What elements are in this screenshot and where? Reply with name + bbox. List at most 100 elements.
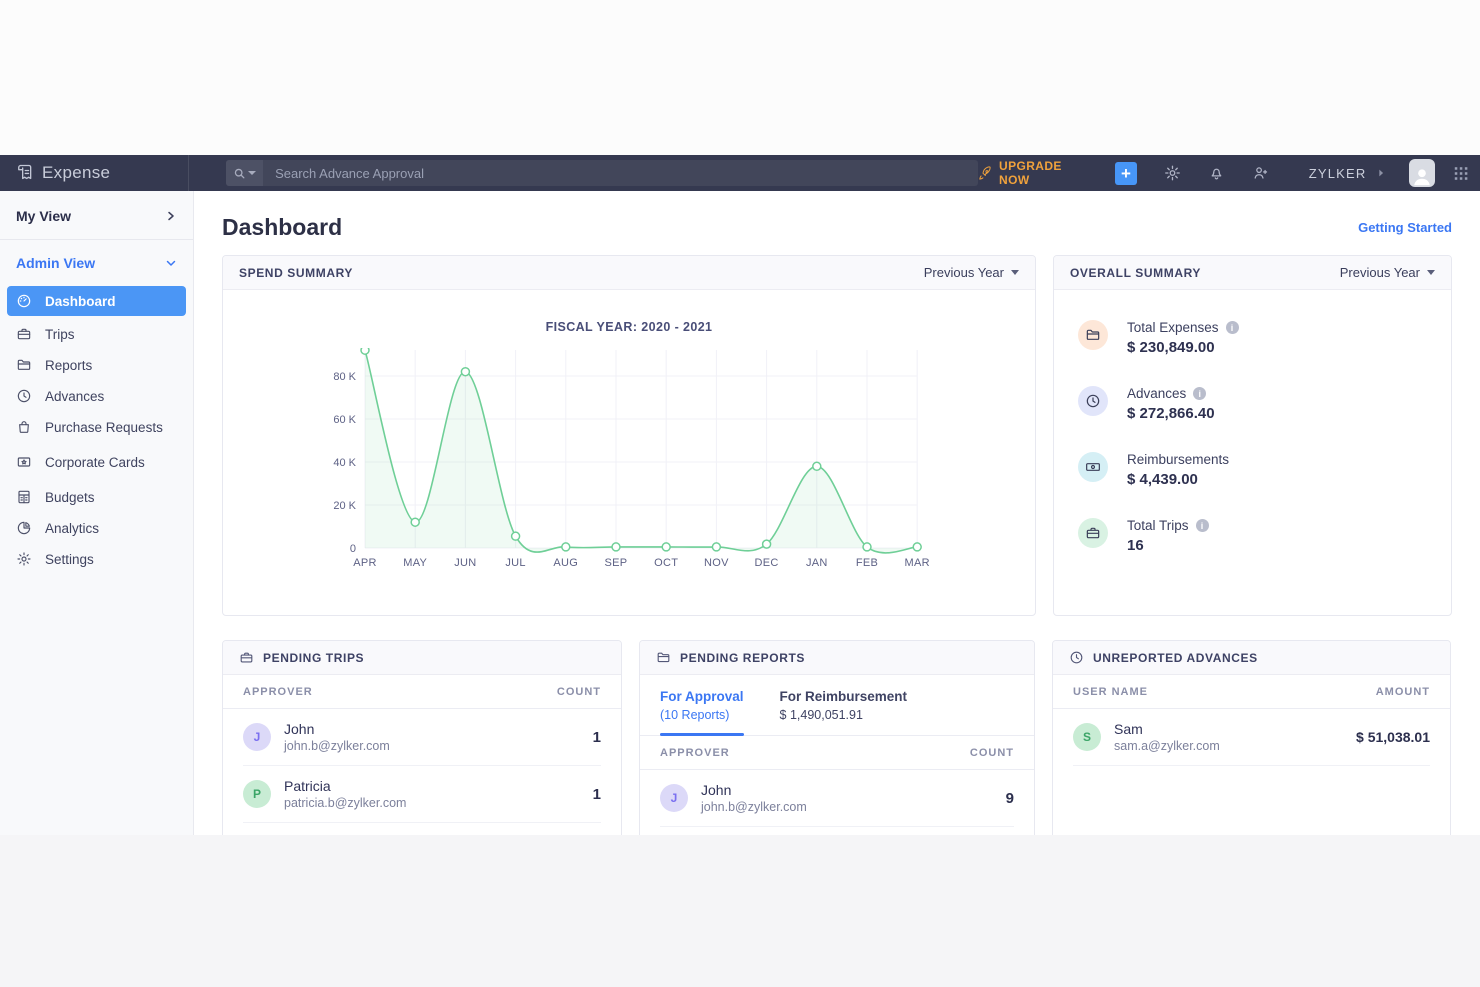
svg-text:JUN: JUN <box>454 557 476 569</box>
metric-label: Reimbursements <box>1127 452 1230 467</box>
chart-title: FISCAL YEAR: 2020 - 2021 <box>545 320 713 334</box>
table-row[interactable]: P Patricia patricia.b@zylker.com 1 <box>243 766 601 823</box>
caret-down-icon <box>1011 270 1019 275</box>
chevron-right-icon <box>168 211 174 221</box>
overall-period-dropdown[interactable]: Previous Year <box>1340 265 1435 280</box>
quick-add-button[interactable]: + <box>1115 161 1137 185</box>
sidebar-item-corporate-cards[interactable]: Corporate Cards <box>0 447 193 477</box>
advance-amount: $ 51,038.01 <box>1356 729 1430 745</box>
banknote-icon <box>1086 463 1100 471</box>
sidebar-item-dashboard[interactable]: Dashboard <box>7 286 186 316</box>
budgets-icon <box>18 490 30 504</box>
pending-reports-columns: APPROVER COUNT <box>640 736 1034 770</box>
user-email: sam.a@zylker.com <box>1114 739 1220 753</box>
svg-text:JUL: JUL <box>505 557 525 569</box>
tab-label: For Approval <box>660 689 744 704</box>
svg-text:SEP: SEP <box>605 557 628 569</box>
avatar: S <box>1073 723 1101 751</box>
org-switcher[interactable]: ZYLKER <box>1309 166 1386 181</box>
column-amount: AMOUNT <box>1375 685 1430 698</box>
sidebar-item-settings[interactable]: Settings <box>0 544 193 574</box>
brand-name: Expense <box>42 163 111 182</box>
sidebar-item-trips[interactable]: Trips <box>0 319 193 349</box>
metric-value: $ 230,849.00 <box>1127 339 1215 356</box>
clock-icon <box>1070 651 1083 664</box>
chevron-down-icon <box>166 260 176 266</box>
table-row[interactable]: J John john.b@zylker.com 1 <box>243 709 601 766</box>
upgrade-now-button[interactable]: UPGRADE NOW <box>978 159 1090 187</box>
global-search <box>226 160 978 186</box>
tab-for-reimbursement[interactable]: For Reimbursement $ 1,490,051.91 <box>780 689 908 735</box>
metric-total-expenses: Total Expenses i $ 230,849.00 <box>1054 320 1451 356</box>
overall-summary-title: OVERALL SUMMARY <box>1070 265 1202 280</box>
brand-logo[interactable]: Expense <box>0 155 190 191</box>
metric-reimbursements: Reimbursements $ 4,439.00 <box>1054 452 1451 488</box>
metric-label: Total Trips <box>1127 518 1189 533</box>
svg-text:MAR: MAR <box>905 557 930 569</box>
briefcase-icon <box>240 652 253 663</box>
spend-summary-header: SPEND SUMMARY Previous Year <box>223 256 1035 290</box>
sidebar-item-reports[interactable]: Reports <box>0 350 193 380</box>
pending-reports-header: PENDING REPORTS <box>640 641 1034 675</box>
spend-period-dropdown[interactable]: Previous Year <box>924 265 1019 280</box>
metric-value: $ 4,439.00 <box>1127 471 1198 488</box>
search-icon <box>234 168 245 178</box>
folder-icon <box>1086 329 1100 340</box>
svg-text:APR: APR <box>353 557 377 569</box>
sidebar-section-admin-view[interactable]: Admin View <box>0 240 193 286</box>
info-icon[interactable]: i <box>1195 519 1209 532</box>
sidebar-item-label: Purchase Requests <box>45 419 163 435</box>
getting-started-link[interactable]: Getting Started <box>1358 219 1452 235</box>
search-input[interactable] <box>263 160 978 186</box>
sidebar-item-label: Reports <box>45 357 93 373</box>
sidebar-item-label: Analytics <box>45 520 100 536</box>
clock-icon <box>1086 394 1100 408</box>
org-name: ZYLKER <box>1308 165 1367 181</box>
sidebar-item-label: Budgets <box>45 489 95 505</box>
settings-icon[interactable] <box>1164 164 1181 182</box>
avatar: J <box>243 723 271 751</box>
metric-label: Advances <box>1127 386 1187 401</box>
sidebar-item-label: Settings <box>45 551 94 567</box>
sidebar-item-budgets[interactable]: Budgets <box>0 482 193 512</box>
info-icon[interactable]: i <box>1225 321 1239 334</box>
overall-summary-header: OVERALL SUMMARY Previous Year <box>1054 256 1451 290</box>
chevron-right-icon <box>1378 169 1383 177</box>
sidebar-item-advances[interactable]: Advances <box>0 381 193 411</box>
svg-text:MAY: MAY <box>403 557 427 569</box>
advances-icon <box>17 389 31 403</box>
unreported-advances-card: UNREPORTED ADVANCES USER NAME AMOUNT S S… <box>1052 640 1451 835</box>
caret-down-icon <box>1427 270 1435 275</box>
unreported-advances-header: UNREPORTED ADVANCES <box>1053 641 1450 675</box>
pending-trips-card: PENDING TRIPS APPROVER COUNT J John john… <box>222 640 622 835</box>
svg-text:0: 0 <box>350 543 356 555</box>
sidebar-item-analytics[interactable]: Analytics <box>0 513 193 543</box>
tab-for-approval[interactable]: For Approval (10 Reports) <box>660 689 744 736</box>
navbar-actions: UPGRADE NOW + ZYLKER <box>978 159 1480 187</box>
sidebar-divider <box>0 239 193 240</box>
app-grid-icon[interactable] <box>1454 166 1468 181</box>
svg-text:DEC: DEC <box>755 557 779 569</box>
pending-reports-tabs: For Approval (10 Reports) For Reimbursem… <box>640 675 1034 736</box>
tab-sublabel: (10 Reports) <box>660 708 730 722</box>
receipt-icon <box>18 164 32 180</box>
folder-icon <box>657 652 670 663</box>
svg-text:JAN: JAN <box>806 557 828 569</box>
sidebar-item-label: Advances <box>45 388 105 404</box>
table-row[interactable]: S Sam sam.a@zylker.com $ 51,038.01 <box>1073 709 1430 766</box>
notifications-bell-icon[interactable] <box>1208 164 1225 182</box>
reports-icon <box>17 359 31 370</box>
expense-app-window: Expense UPGRADE NOW + ZYLKER <box>0 155 1480 835</box>
search-scope-dropdown[interactable] <box>226 160 264 186</box>
user-name: Sam <box>1114 721 1143 737</box>
add-user-icon[interactable] <box>1252 164 1269 182</box>
column-approver: APPROVER <box>243 685 313 698</box>
table-row[interactable]: J John john.b@zylker.com 9 <box>660 770 1014 827</box>
sidebar-item-label: Trips <box>45 326 75 342</box>
info-icon[interactable]: i <box>1193 387 1207 400</box>
sidebar-section-my-view[interactable]: My View <box>0 193 193 239</box>
sidebar-item-purchase-requests[interactable]: Purchase Requests <box>0 412 193 442</box>
settings-icon <box>17 552 31 566</box>
report-count: 9 <box>1005 789 1014 807</box>
user-avatar[interactable] <box>1408 159 1435 187</box>
